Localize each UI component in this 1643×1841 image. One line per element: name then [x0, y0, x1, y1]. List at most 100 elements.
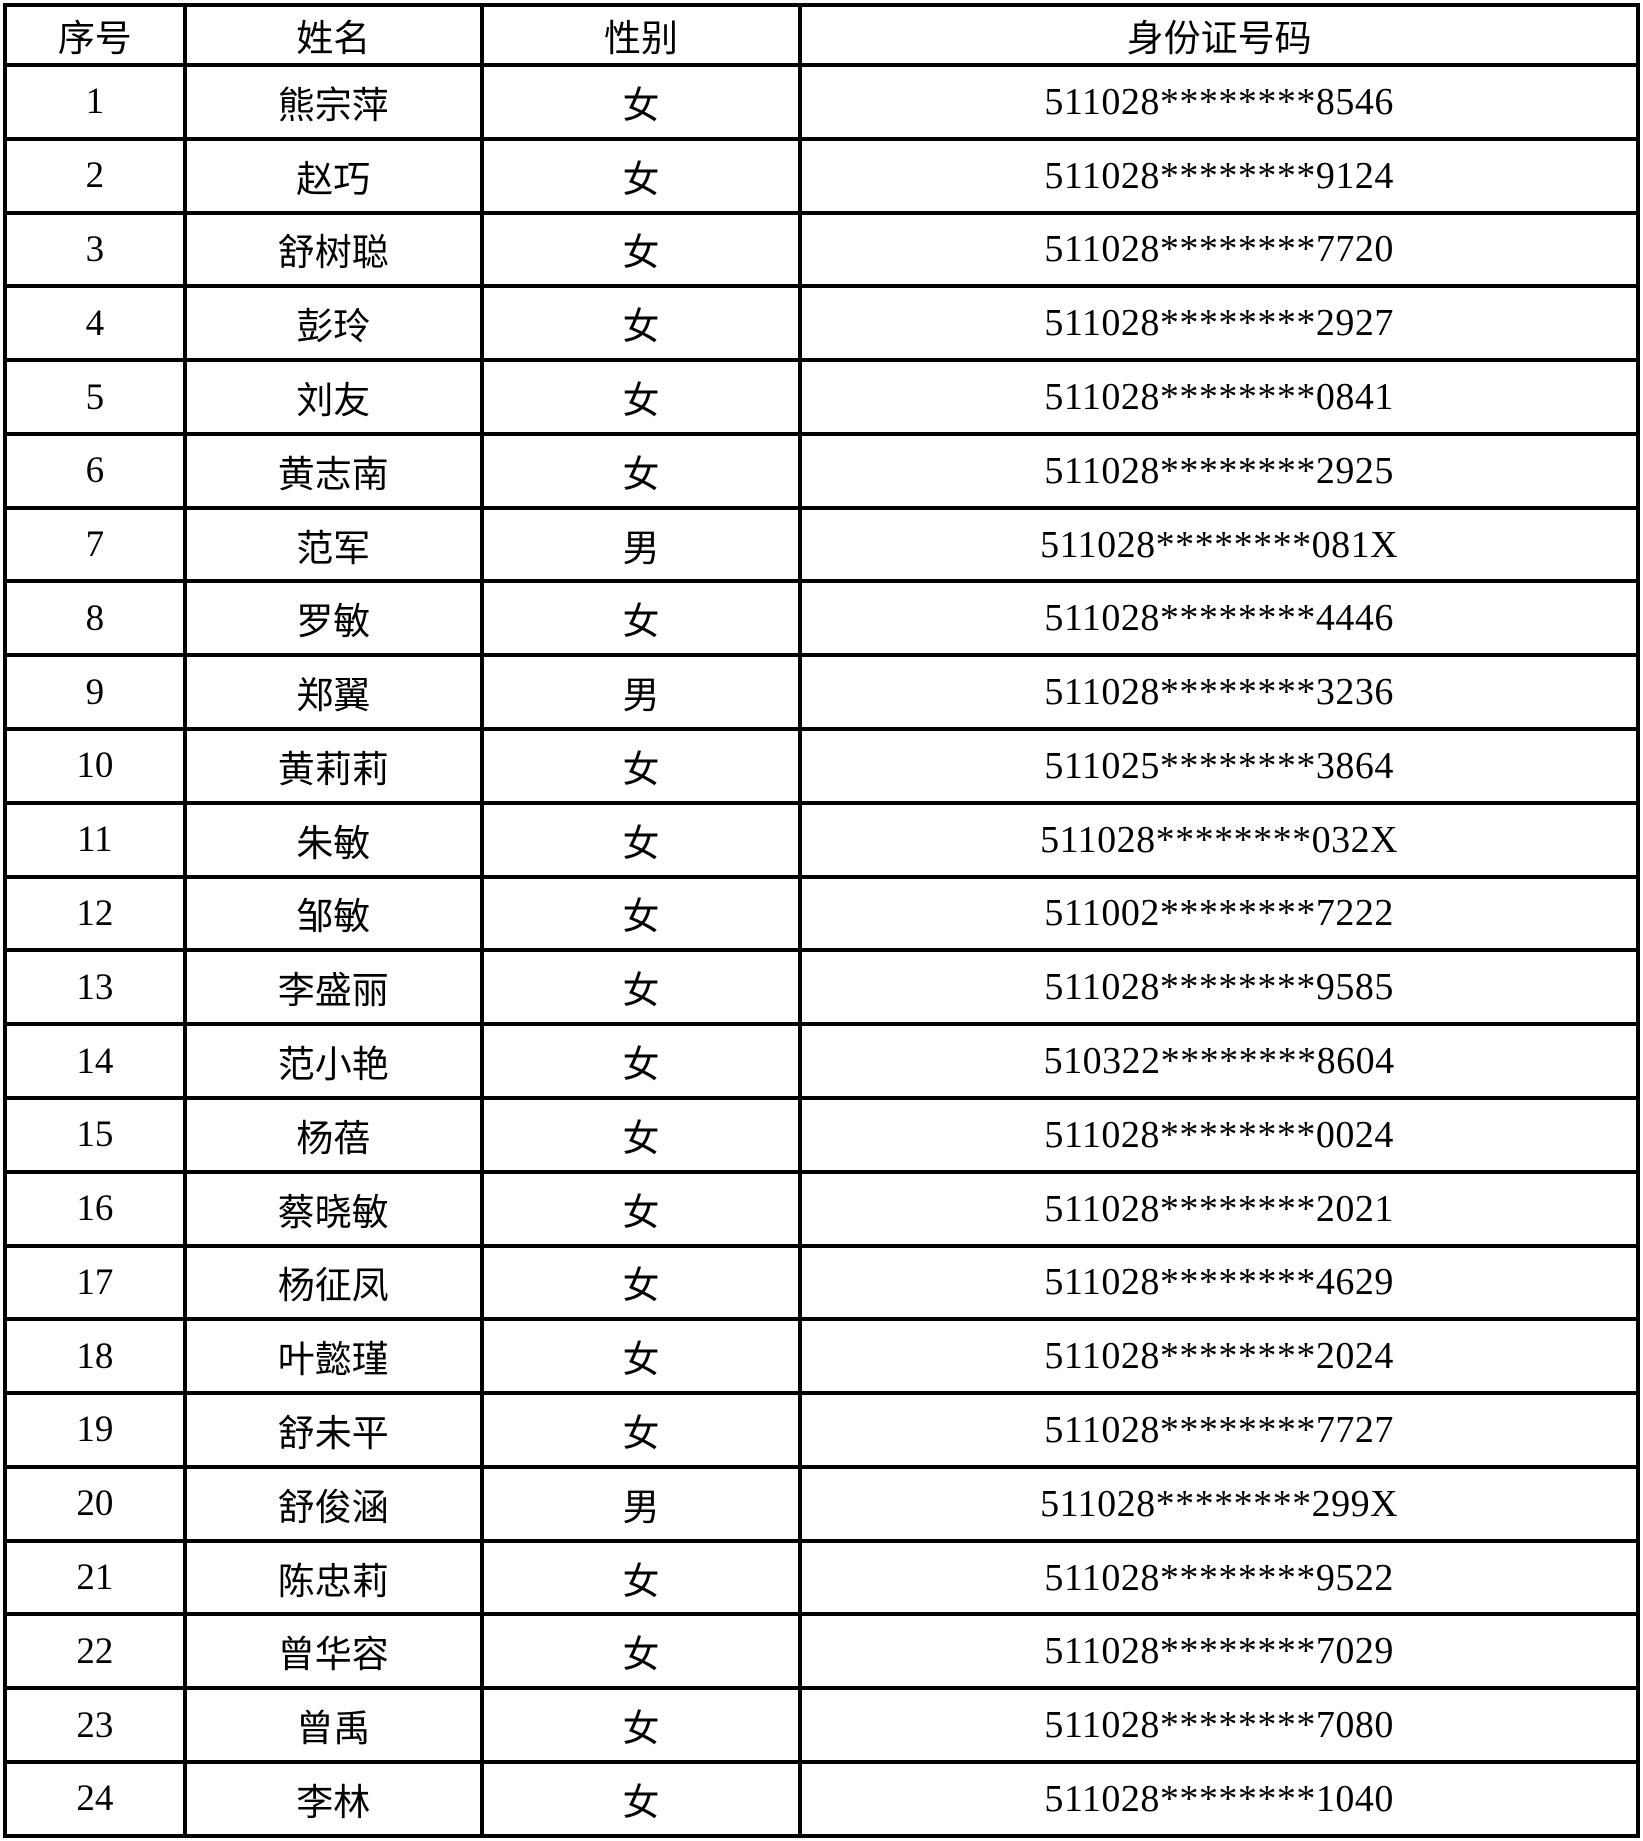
header-gender: 性别	[479, 3, 803, 67]
id-number-cell: 511028********032X	[798, 800, 1640, 879]
serial-number-cell: 5	[3, 358, 187, 436]
id-number-cell: 511028********7080	[798, 1686, 1640, 1764]
name-cell: 叶懿瑾	[182, 1317, 484, 1396]
id-number-cell: 511028********1040	[798, 1759, 1640, 1839]
id-number-cell: 511028********7727	[798, 1391, 1640, 1469]
name-cell: 罗敏	[182, 579, 484, 658]
table-row: 16 蔡晓敏 女 511028********2021	[3, 1169, 1640, 1248]
gender-cell: 男	[479, 653, 803, 732]
serial-number-cell: 21	[3, 1538, 187, 1617]
gender-cell: 女	[479, 1538, 803, 1617]
table-row: 2 赵巧 女 511028********9124	[3, 136, 1640, 215]
gender-cell: 女	[479, 1391, 803, 1469]
gender-cell: 女	[479, 1612, 803, 1691]
name-cell: 舒树聪	[182, 210, 484, 289]
name-cell: 李林	[182, 1759, 484, 1839]
gender-cell: 女	[479, 1169, 803, 1248]
id-number-cell: 511028********0024	[798, 1095, 1640, 1174]
serial-number-cell: 6	[3, 431, 187, 510]
header-id-number: 身份证号码	[798, 3, 1640, 67]
id-number-cell: 511028********7720	[798, 210, 1640, 289]
serial-number-cell: 18	[3, 1317, 187, 1396]
table-row: 18 叶懿瑾 女 511028********2024	[3, 1317, 1640, 1396]
gender-cell: 女	[479, 358, 803, 436]
gender-cell: 男	[479, 1464, 803, 1543]
table-row: 6 黄志南 女 511028********2925	[3, 431, 1640, 510]
table-row: 17 杨征凤 女 511028********4629	[3, 1243, 1640, 1322]
table-row: 7 范军 男 511028********081X	[3, 505, 1640, 584]
gender-cell: 女	[479, 210, 803, 289]
name-cell: 范小艳	[182, 1022, 484, 1100]
gender-cell: 女	[479, 800, 803, 879]
gender-cell: 女	[479, 579, 803, 658]
serial-number-cell: 19	[3, 1391, 187, 1469]
id-number-cell: 511002********7222	[798, 874, 1640, 953]
name-cell: 杨蓓	[182, 1095, 484, 1174]
table-row: 11 朱敏 女 511028********032X	[3, 800, 1640, 879]
table-row: 22 曾华容 女 511028********7029	[3, 1612, 1640, 1691]
name-cell: 黄莉莉	[182, 727, 484, 805]
serial-number-cell: 3	[3, 210, 187, 289]
table-row: 12 邹敏 女 511002********7222	[3, 874, 1640, 953]
name-cell: 黄志南	[182, 431, 484, 510]
id-number-cell: 511028********8546	[798, 63, 1640, 141]
id-number-cell: 511028********7029	[798, 1612, 1640, 1691]
serial-number-cell: 13	[3, 948, 187, 1027]
id-number-cell: 511028********299X	[798, 1464, 1640, 1543]
name-cell: 杨征凤	[182, 1243, 484, 1322]
name-cell: 范军	[182, 505, 484, 584]
gender-cell: 女	[479, 63, 803, 141]
gender-cell: 女	[479, 284, 803, 363]
table-row: 15 杨蓓 女 511028********0024	[3, 1095, 1640, 1174]
serial-number-cell: 24	[3, 1759, 187, 1839]
gender-cell: 女	[479, 1243, 803, 1322]
table-row: 9 郑翼 男 511028********3236	[3, 653, 1640, 732]
id-number-cell: 511028********4629	[798, 1243, 1640, 1322]
serial-number-cell: 20	[3, 1464, 187, 1543]
name-cell: 郑翼	[182, 653, 484, 732]
name-cell: 李盛丽	[182, 948, 484, 1027]
gender-cell: 女	[479, 136, 803, 215]
id-number-cell: 511028********4446	[798, 579, 1640, 658]
id-number-cell: 511028********2927	[798, 284, 1640, 363]
serial-number-cell: 15	[3, 1095, 187, 1174]
id-number-cell: 511028********2024	[798, 1317, 1640, 1396]
name-cell: 舒未平	[182, 1391, 484, 1469]
serial-number-cell: 11	[3, 800, 187, 879]
table-row: 14 范小艳 女 510322********8604	[3, 1022, 1640, 1100]
gender-cell: 男	[479, 505, 803, 584]
name-cell: 曾禹	[182, 1686, 484, 1764]
serial-number-cell: 7	[3, 505, 187, 584]
table-row: 23 曾禹 女 511028********7080	[3, 1686, 1640, 1764]
gender-cell: 女	[479, 874, 803, 953]
name-cell: 舒俊涵	[182, 1464, 484, 1543]
name-cell: 彭玲	[182, 284, 484, 363]
id-number-cell: 511028********9522	[798, 1538, 1640, 1617]
serial-number-cell: 22	[3, 1612, 187, 1691]
table-row: 10 黄莉莉 女 511025********3864	[3, 727, 1640, 805]
table-row: 21 陈忠莉 女 511028********9522	[3, 1538, 1640, 1617]
serial-number-cell: 23	[3, 1686, 187, 1764]
name-cell: 赵巧	[182, 136, 484, 215]
header-name: 姓名	[182, 3, 484, 67]
id-number-cell: 511028********0841	[798, 358, 1640, 436]
serial-number-cell: 12	[3, 874, 187, 953]
serial-number-cell: 16	[3, 1169, 187, 1248]
name-cell: 熊宗萍	[182, 63, 484, 141]
gender-cell: 女	[479, 1095, 803, 1174]
gender-cell: 女	[479, 948, 803, 1027]
gender-cell: 女	[479, 1759, 803, 1839]
gender-cell: 女	[479, 431, 803, 510]
table-row: 4 彭玲 女 511028********2927	[3, 284, 1640, 363]
serial-number-cell: 10	[3, 727, 187, 805]
serial-number-cell: 8	[3, 579, 187, 658]
serial-number-cell: 17	[3, 1243, 187, 1322]
table-row: 8 罗敏 女 511028********4446	[3, 579, 1640, 658]
serial-number-cell: 9	[3, 653, 187, 732]
gender-cell: 女	[479, 1022, 803, 1100]
id-number-cell: 511028********9124	[798, 136, 1640, 215]
name-cell: 刘友	[182, 358, 484, 436]
serial-number-cell: 1	[3, 63, 187, 141]
id-number-cell: 511025********3864	[798, 727, 1640, 805]
